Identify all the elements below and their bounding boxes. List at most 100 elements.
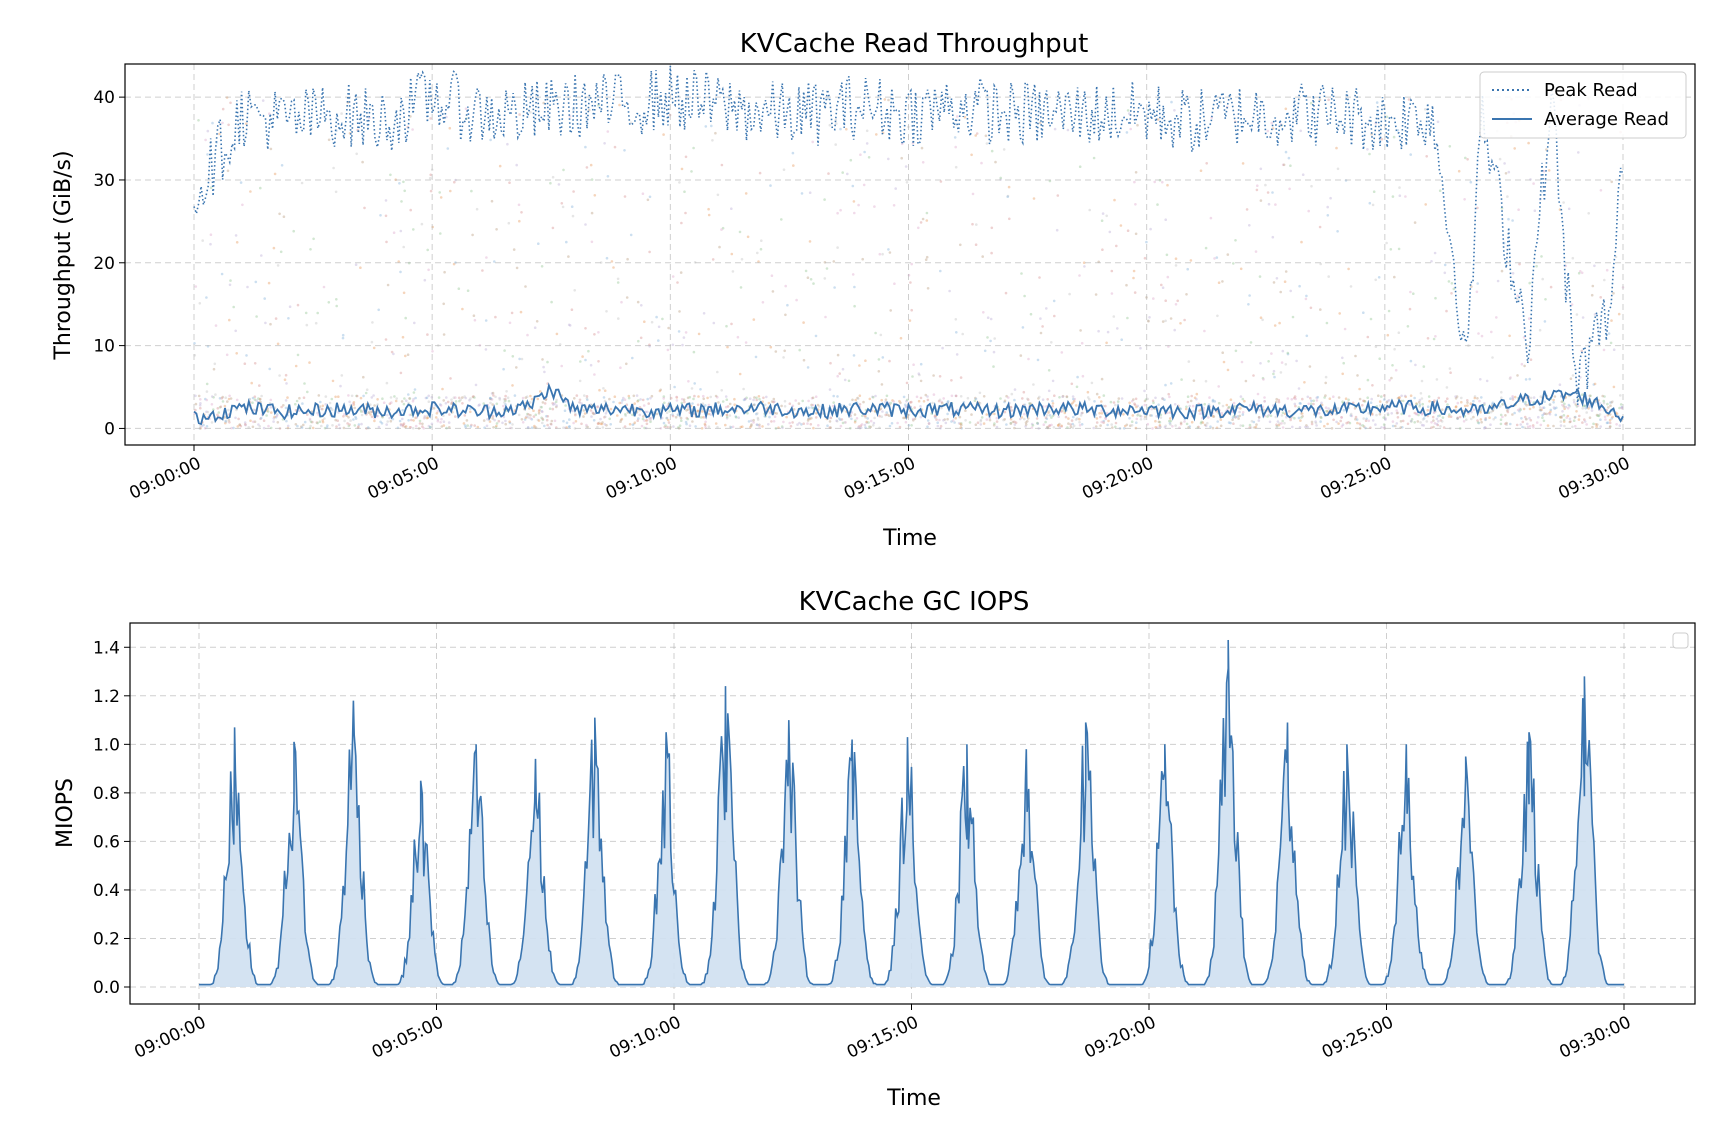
scatter-point bbox=[521, 421, 525, 424]
scatter-point bbox=[1450, 282, 1454, 285]
scatter-point bbox=[567, 425, 571, 429]
scatter-point bbox=[1128, 417, 1131, 420]
scatter-point bbox=[1189, 259, 1193, 262]
scatter-point bbox=[1456, 417, 1459, 421]
scatter-point bbox=[1293, 395, 1297, 398]
scatter-point bbox=[625, 362, 628, 366]
scatter-point bbox=[1306, 425, 1309, 429]
scatter-point bbox=[1067, 417, 1070, 420]
scatter-point bbox=[529, 111, 532, 114]
scatter-point bbox=[714, 422, 718, 425]
scatter-point bbox=[616, 281, 620, 284]
scatter-point bbox=[1170, 100, 1173, 104]
scatter-point bbox=[518, 219, 521, 223]
scatter-point bbox=[397, 260, 401, 263]
scatter-point bbox=[213, 362, 217, 366]
scatter-point bbox=[546, 415, 550, 418]
scatter-point bbox=[1507, 170, 1511, 174]
scatter-point bbox=[739, 425, 743, 429]
scatter-point bbox=[510, 426, 514, 430]
scatter-point bbox=[348, 423, 351, 426]
scatter-point bbox=[296, 303, 300, 307]
scatter-point bbox=[1038, 121, 1042, 125]
scatter-point bbox=[1593, 382, 1597, 386]
scatter-point bbox=[1620, 406, 1623, 409]
scatter-point bbox=[809, 423, 813, 426]
scatter-point bbox=[1332, 395, 1335, 399]
scatter-point bbox=[1463, 198, 1466, 201]
scatter-point bbox=[1528, 407, 1532, 411]
chart1-background-scatter bbox=[193, 96, 1625, 430]
scatter-point bbox=[1572, 419, 1576, 423]
scatter-point bbox=[680, 419, 683, 423]
scatter-point bbox=[1440, 420, 1444, 423]
scatter-point bbox=[640, 304, 643, 307]
scatter-point bbox=[682, 336, 686, 339]
scatter-point bbox=[276, 421, 280, 424]
scatter-point bbox=[1023, 294, 1026, 298]
scatter-point bbox=[927, 422, 931, 425]
scatter-point bbox=[392, 231, 396, 234]
scatter-point bbox=[237, 417, 240, 421]
scatter-point bbox=[590, 415, 593, 418]
scatter-point bbox=[336, 419, 340, 423]
scatter-point bbox=[484, 348, 488, 351]
scatter-point bbox=[1559, 424, 1563, 427]
scatter-point bbox=[1470, 285, 1473, 288]
scatter-point bbox=[1358, 422, 1362, 426]
scatter-point bbox=[504, 419, 507, 423]
scatter-point bbox=[1441, 408, 1444, 412]
scatter-point bbox=[1282, 163, 1286, 167]
scatter-point bbox=[1420, 379, 1424, 383]
scatter-point bbox=[1261, 318, 1264, 322]
scatter-point bbox=[1535, 421, 1539, 424]
scatter-point bbox=[1610, 401, 1613, 404]
scatter-point bbox=[258, 384, 261, 387]
scatter-point bbox=[403, 397, 406, 400]
scatter-point bbox=[598, 388, 601, 392]
scatter-point bbox=[939, 424, 943, 428]
scatter-point bbox=[357, 425, 360, 428]
scatter-point bbox=[839, 418, 842, 422]
scatter-point bbox=[1201, 421, 1205, 424]
scatter-point bbox=[879, 407, 883, 411]
scatter-point bbox=[688, 395, 692, 399]
scatter-point bbox=[1095, 392, 1099, 396]
scatter-point bbox=[349, 419, 352, 422]
scatter-point bbox=[1261, 376, 1265, 380]
scatter-point bbox=[737, 416, 740, 420]
scatter-point bbox=[408, 397, 412, 400]
scatter-point bbox=[1575, 405, 1579, 408]
scatter-point bbox=[267, 281, 271, 285]
scatter-point bbox=[1252, 374, 1255, 377]
scatter-point bbox=[490, 398, 494, 401]
scatter-point bbox=[216, 407, 220, 410]
scatter-point bbox=[1125, 131, 1129, 134]
scatter-point bbox=[1112, 401, 1116, 404]
scatter-point bbox=[303, 382, 306, 385]
scatter-point bbox=[585, 395, 589, 398]
chart1-y-axis-label: Throughput (GiB/s) bbox=[51, 150, 76, 360]
scatter-point bbox=[1301, 173, 1305, 176]
scatter-point bbox=[1005, 394, 1008, 398]
scatter-point bbox=[541, 417, 544, 421]
scatter-point bbox=[910, 308, 913, 312]
scatter-point bbox=[1547, 412, 1551, 415]
scatter-point bbox=[1508, 334, 1511, 338]
scatter-point bbox=[1106, 330, 1110, 334]
scatter-point bbox=[1349, 412, 1353, 416]
scatter-point bbox=[502, 404, 505, 408]
scatter-point bbox=[1078, 417, 1081, 421]
scatter-point bbox=[235, 352, 238, 355]
scatter-point bbox=[1023, 417, 1026, 421]
scatter-point bbox=[354, 417, 358, 420]
scatter-point bbox=[354, 263, 358, 267]
scatter-point bbox=[848, 403, 852, 406]
scatter-point bbox=[1378, 412, 1382, 416]
scatter-point bbox=[1031, 424, 1035, 427]
scatter-point bbox=[954, 145, 957, 149]
scatter-point bbox=[1066, 128, 1070, 132]
scatter-point bbox=[540, 405, 543, 409]
y-tick-label: 0.6 bbox=[93, 832, 120, 852]
scatter-point bbox=[224, 396, 227, 400]
